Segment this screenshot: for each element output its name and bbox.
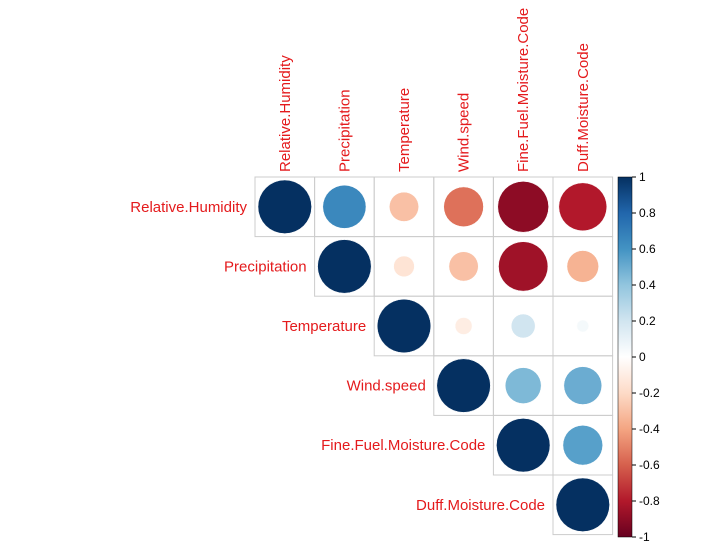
row-label: Wind.speed bbox=[347, 378, 426, 395]
correlation-circle-Wind.speed-Fine.Fuel.Moisture.Code bbox=[504, 367, 542, 404]
correlation-circle-Precipitation-Fine.Fuel.Moisture.Code bbox=[498, 241, 549, 292]
row-labels: Relative.Humidity Precipitation Temperatur… bbox=[130, 199, 545, 514]
correlation-circle-Wind.speed-Wind.speed bbox=[436, 358, 491, 413]
column-label: Fine.Fuel.Moisture.Code bbox=[515, 8, 532, 172]
correlation-circle-Relative.Humidity-Wind.speed bbox=[443, 186, 484, 227]
colorbar-tick-label: -0.2 bbox=[639, 386, 660, 400]
correlation-circle-Precipitation-Temperature bbox=[393, 255, 415, 278]
correlation-circle-Relative.Humidity-Relative.Humidity bbox=[257, 179, 312, 234]
correlation-circle-Temperature-Wind.speed bbox=[454, 317, 473, 335]
colorbar-tick-label: 1 bbox=[639, 170, 646, 184]
colorbar-tick-label: -0.6 bbox=[639, 458, 660, 472]
correlation-circle-Relative.Humidity-Duff.Moisture.Code bbox=[558, 182, 608, 232]
column-label: Precipitation bbox=[336, 89, 353, 172]
colorbar-tick-label: 0.6 bbox=[639, 242, 656, 256]
correlation-circle-Precipitation-Wind.speed bbox=[448, 251, 479, 282]
correlation-circle-Precipitation-Precipitation bbox=[317, 239, 372, 294]
correlation-circle-Wind.speed-Duff.Moisture.Code bbox=[563, 366, 603, 405]
column-label: Temperature bbox=[396, 88, 413, 172]
column-labels: Relative.Humidity Precipitation Temperatur… bbox=[277, 8, 592, 172]
column-label: Wind.speed bbox=[456, 93, 473, 172]
correlation-circle-Relative.Humidity-Fine.Fuel.Moisture.Code bbox=[497, 181, 549, 233]
correlation-circle-Temperature-Duff.Moisture.Code bbox=[576, 319, 590, 333]
correlation-circle-Fine.Fuel.Moisture.Code-Duff.Moisture.Code bbox=[562, 425, 603, 466]
correlation-circle-Temperature-Fine.Fuel.Moisture.Code bbox=[510, 313, 536, 339]
colorbar-gradient bbox=[617, 176, 633, 538]
row-label: Temperature bbox=[282, 318, 366, 335]
colorbar-tick-label: -0.8 bbox=[639, 494, 660, 508]
grid-cell bbox=[552, 474, 614, 536]
row-label: Relative.Humidity bbox=[130, 199, 247, 216]
correlation-circle-Temperature-Temperature bbox=[376, 298, 432, 354]
correlation-circle-Duff.Moisture.Code-Duff.Moisture.Code bbox=[555, 477, 610, 532]
colorbar-tick-label: 0.2 bbox=[639, 314, 656, 328]
colorbar: 1 0.8 0.6 0.4 0.2 0 -0.2 -0.4 -0.6 -0.8 -1 bbox=[617, 170, 660, 544]
correlation-circle-Precipitation-Duff.Moisture.Code bbox=[566, 250, 599, 283]
colorbar-tick-label: 0 bbox=[639, 350, 646, 364]
correlation-circles bbox=[257, 179, 610, 532]
column-label: Duff.Moisture.Code bbox=[575, 43, 592, 172]
correlation-circle-Fine.Fuel.Moisture.Code-Fine.Fuel.Moisture.Code bbox=[496, 418, 551, 473]
colorbar-tick-label: 0.4 bbox=[639, 278, 656, 292]
row-label: Fine.Fuel.Moisture.Code bbox=[321, 437, 485, 454]
colorbar-tick-label: -0.4 bbox=[639, 422, 660, 436]
colorbar-tick-label: 0.8 bbox=[639, 206, 656, 220]
row-label: Duff.Moisture.Code bbox=[416, 497, 545, 514]
grid bbox=[254, 176, 614, 536]
correlation-circle-Relative.Humidity-Temperature bbox=[389, 191, 419, 222]
row-label: Precipitation bbox=[224, 258, 307, 275]
colorbar-tick-label: -1 bbox=[639, 530, 650, 544]
column-label: Relative.Humidity bbox=[277, 55, 294, 172]
correlation-circle-Relative.Humidity-Precipitation bbox=[322, 184, 367, 229]
